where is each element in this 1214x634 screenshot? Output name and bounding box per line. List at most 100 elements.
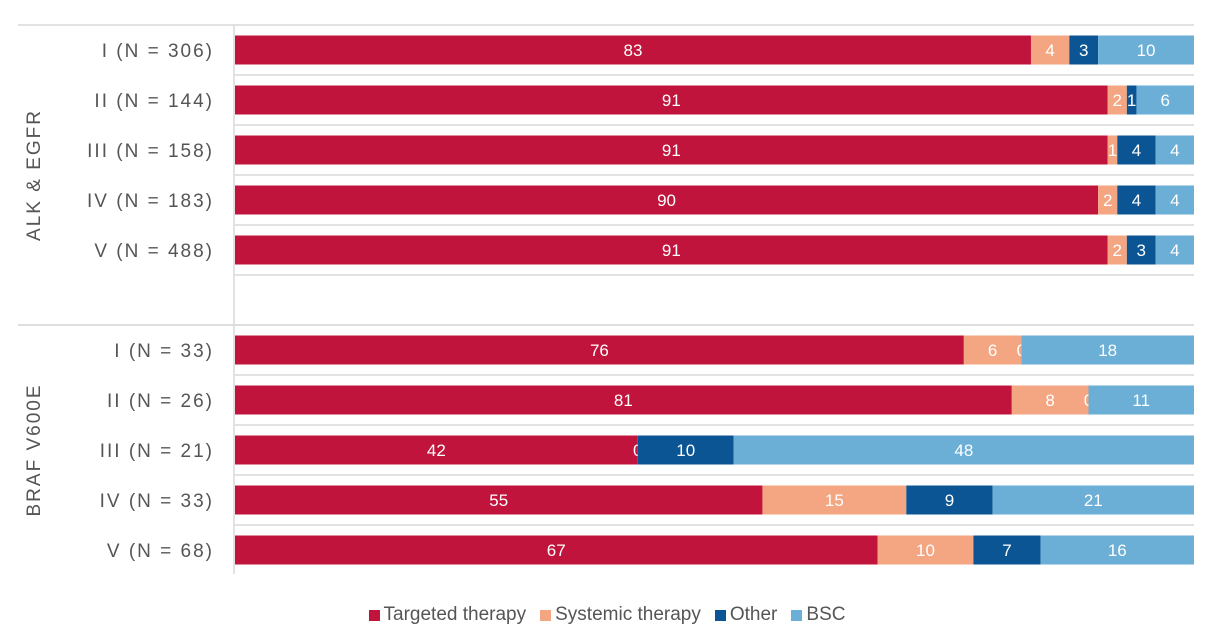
bar-segment-other	[973, 535, 1041, 565]
bar-value-label: 4	[1132, 141, 1141, 160]
bar-segment-targeted-therapy	[235, 85, 1108, 115]
bar-value-label: 4	[1132, 191, 1141, 210]
bar-value-label: 4	[1170, 241, 1179, 260]
bar-value-label: 83	[624, 41, 643, 60]
bar-value-label: 1	[1108, 141, 1117, 160]
bar-segment-other	[1117, 135, 1156, 165]
bar-segment-bsc	[1136, 85, 1194, 115]
bar-value-label: 21	[1084, 491, 1103, 510]
legend-swatch	[368, 609, 380, 621]
legend-item: Systemic therapy	[540, 604, 701, 626]
bar-segment-other	[637, 435, 734, 465]
bar-value-label: 48	[954, 441, 973, 460]
bar-value-label: 76	[590, 341, 609, 360]
bar-segment-bsc	[1155, 135, 1194, 165]
legend-label: Systemic therapy	[555, 604, 701, 625]
legend-item: Targeted therapy	[368, 604, 527, 626]
bar-segment-other	[1069, 35, 1099, 65]
bar-segment-bsc	[1155, 235, 1194, 265]
bar-segment-systemic-therapy	[1098, 185, 1118, 215]
bar-value-label: 91	[662, 141, 681, 160]
bar-value-label: 16	[1108, 541, 1127, 560]
legend-item: Other	[714, 604, 778, 626]
bar-value-label: 4	[1170, 141, 1179, 160]
category-label: I (N = 33)	[114, 341, 214, 362]
bar-segment-targeted-therapy	[235, 335, 964, 365]
bar-segment-bsc	[992, 485, 1194, 515]
bar-value-label: 10	[1137, 41, 1156, 60]
bar-value-label: 91	[662, 241, 681, 260]
bar-segment-systemic-therapy	[963, 335, 1022, 365]
bar-value-label: 6	[988, 341, 997, 360]
bar-segment-systemic-therapy	[1030, 35, 1070, 65]
category-label: II (N = 26)	[107, 391, 214, 412]
bar-segment-targeted-therapy	[235, 435, 638, 465]
bar-value-label: 3	[1079, 41, 1088, 60]
category-label: II (N = 144)	[94, 91, 214, 112]
bar-segment-targeted-therapy	[235, 535, 878, 565]
bar-value-label: 1	[1127, 91, 1136, 110]
category-label: III (N = 21)	[100, 441, 214, 462]
bar-value-label: 2	[1103, 191, 1112, 210]
bar-segment-bsc	[1088, 385, 1194, 415]
bar-value-label: 2	[1113, 241, 1122, 260]
bar-value-label: 10	[916, 541, 935, 560]
category-label: IV (N = 33)	[100, 491, 214, 512]
bar-segment-targeted-therapy	[235, 385, 1012, 415]
category-label: III (N = 158)	[87, 141, 214, 162]
bar-value-label: 3	[1137, 241, 1146, 260]
bar-segment-targeted-therapy	[235, 485, 763, 515]
bar-segment-other	[1126, 85, 1137, 115]
legend-label: Other	[729, 604, 778, 625]
bar-segment-bsc	[1098, 35, 1194, 65]
bar-value-label: 91	[662, 91, 681, 110]
bar-segment-systemic-therapy	[877, 535, 974, 565]
bar-segment-systemic-therapy	[762, 485, 907, 515]
bar-value-label: 90	[657, 191, 676, 210]
group-label: ALK & EGFR	[24, 109, 45, 241]
category-label: V (N = 68)	[107, 541, 214, 562]
legend: Targeted therapy Systemic therapy Other BSC	[0, 604, 1214, 626]
bar-value-label: 2	[1113, 91, 1122, 110]
bar-value-label: 15	[825, 491, 844, 510]
category-label: I (N = 306)	[102, 41, 214, 62]
bar-value-label: 4	[1045, 41, 1054, 60]
bar-segment-systemic-therapy	[1107, 135, 1118, 165]
bar-value-label: 4	[1170, 191, 1179, 210]
bar-segment-targeted-therapy	[235, 235, 1108, 265]
bar-segment-bsc	[1155, 185, 1194, 215]
category-label: V (N = 488)	[94, 241, 214, 262]
bar-segment-other	[906, 485, 993, 515]
bar-value-label: 11	[1132, 391, 1150, 410]
bar-segment-bsc	[733, 435, 1194, 465]
bar-value-label: 8	[1045, 391, 1054, 410]
bar-segment-systemic-therapy	[1107, 235, 1127, 265]
bar-segment-other	[1117, 185, 1156, 215]
legend-item: BSC	[791, 604, 845, 626]
bar-value-label: 18	[1098, 341, 1117, 360]
bar-segment-targeted-therapy	[235, 185, 1099, 215]
bar-value-label: 10	[676, 441, 695, 460]
bar-value-label: 42	[427, 441, 446, 460]
bar-value-label: 9	[945, 491, 954, 510]
legend-swatch	[714, 609, 726, 621]
legend-label: BSC	[806, 604, 846, 625]
bar-segment-targeted-therapy	[235, 35, 1031, 65]
legend-label: Targeted therapy	[383, 604, 527, 625]
legend-swatch	[791, 609, 803, 621]
category-label: IV (N = 183)	[87, 191, 214, 212]
bar-segment-bsc	[1040, 535, 1194, 565]
bar-value-label: 6	[1160, 91, 1169, 110]
bar-value-label: 67	[547, 541, 566, 560]
group-label: BRAF V600E	[24, 384, 45, 517]
bar-segment-other	[1126, 235, 1156, 265]
bar-value-label: 7	[1002, 541, 1011, 560]
bar-segment-targeted-therapy	[235, 135, 1108, 165]
legend-swatch	[540, 609, 552, 621]
bar-value-label: 81	[614, 391, 633, 410]
bar-segment-systemic-therapy	[1011, 385, 1089, 415]
bar-value-label: 55	[489, 491, 508, 510]
bar-segment-systemic-therapy	[1107, 85, 1127, 115]
bar-segment-bsc	[1021, 335, 1194, 365]
